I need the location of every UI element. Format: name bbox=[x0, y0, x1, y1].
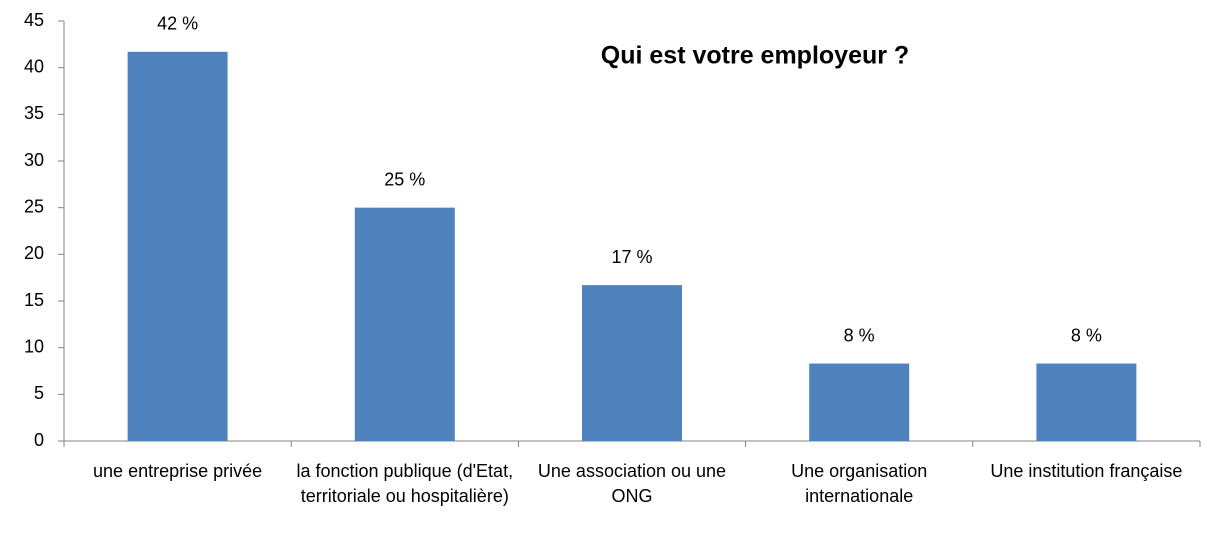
y-tick-label: 15 bbox=[24, 290, 44, 310]
y-tick-label: 5 bbox=[34, 383, 44, 403]
value-label: 17 % bbox=[611, 247, 652, 267]
bar bbox=[354, 207, 455, 441]
value-label: 42 % bbox=[157, 14, 198, 34]
y-tick-label: 20 bbox=[24, 243, 44, 263]
y-tick-label: 40 bbox=[24, 56, 44, 76]
y-tick-label: 45 bbox=[24, 10, 44, 30]
y-tick-label: 10 bbox=[24, 336, 44, 356]
x-tick-label: Une institution française bbox=[990, 461, 1183, 481]
x-tick-label: Une organisation internationale bbox=[791, 461, 928, 506]
y-tick-label: 25 bbox=[24, 196, 44, 216]
bar bbox=[809, 363, 910, 441]
x-tick-label: Une association ou une ONG bbox=[537, 461, 727, 506]
value-label: 8 % bbox=[844, 325, 875, 345]
bar bbox=[127, 51, 228, 442]
bar bbox=[1036, 363, 1137, 441]
chart-title: Qui est votre employeur ? bbox=[601, 42, 909, 70]
x-tick-label: la fonction publique (d'Etat, territoria… bbox=[296, 461, 514, 506]
y-tick-label: 30 bbox=[24, 150, 44, 170]
value-label: 25 % bbox=[384, 169, 425, 189]
x-tick-label: une entreprise privée bbox=[93, 461, 263, 481]
value-label: 8 % bbox=[1071, 325, 1102, 345]
y-tick-label: 35 bbox=[24, 103, 44, 123]
y-tick-label: 0 bbox=[34, 430, 44, 450]
bar bbox=[582, 285, 682, 441]
